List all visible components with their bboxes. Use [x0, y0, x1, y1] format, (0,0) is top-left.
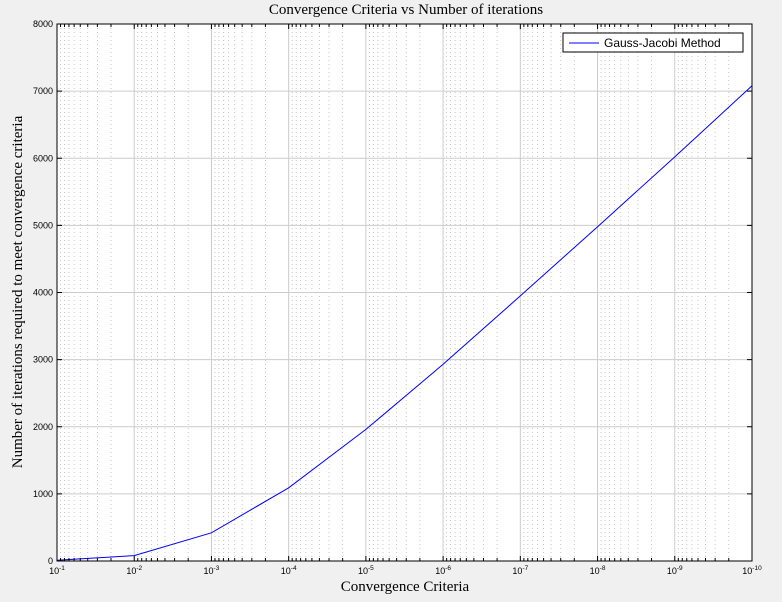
y-tick-label: 2000: [33, 422, 53, 432]
y-tick-label: 4000: [33, 288, 53, 298]
x-axis-label: Convergence Criteria: [341, 579, 470, 595]
legend-entry: Gauss-Jacobi Method: [604, 36, 721, 50]
y-tick-label: 1000: [33, 489, 53, 499]
chart-title: Convergence Criteria vs Number of iterat…: [269, 2, 543, 18]
ticks: 10-1 10-2 10-3 10-4 10-5 10-6 10-7 10-8 10-9 10-1…: [33, 19, 762, 576]
x-tick-label: 10-7: [512, 565, 528, 576]
legend-box: [562, 32, 744, 53]
y-axis-label: Number of iterations required to meet co…: [10, 115, 26, 468]
plot-frame: [56, 23, 753, 562]
y-tick-label: 8000: [33, 19, 53, 29]
series-line: [56, 85, 753, 561]
x-tick-label: 10-4: [281, 565, 297, 576]
x-tick-label: 10-6: [435, 565, 451, 576]
x-tick-label: 10-2: [126, 565, 142, 576]
x-tick-label: 10-3: [204, 565, 220, 576]
y-tick-label: 3000: [33, 355, 53, 365]
x-tick-label: 10-1: [49, 565, 65, 576]
y-tick-label: 5000: [33, 220, 53, 230]
y-tick-label: 0: [48, 556, 53, 566]
x-tick-label: 10-5: [358, 565, 374, 576]
x-tick-label: 10-9: [667, 565, 683, 576]
legend: Gauss-Jacobi Method: [562, 32, 744, 53]
x-tick-label: 10-8: [590, 565, 606, 576]
series-layer: [56, 85, 753, 561]
x-tick-label: 10-10: [742, 565, 762, 576]
y-tick-label: 6000: [33, 153, 53, 163]
y-tick-label: 7000: [33, 86, 53, 96]
